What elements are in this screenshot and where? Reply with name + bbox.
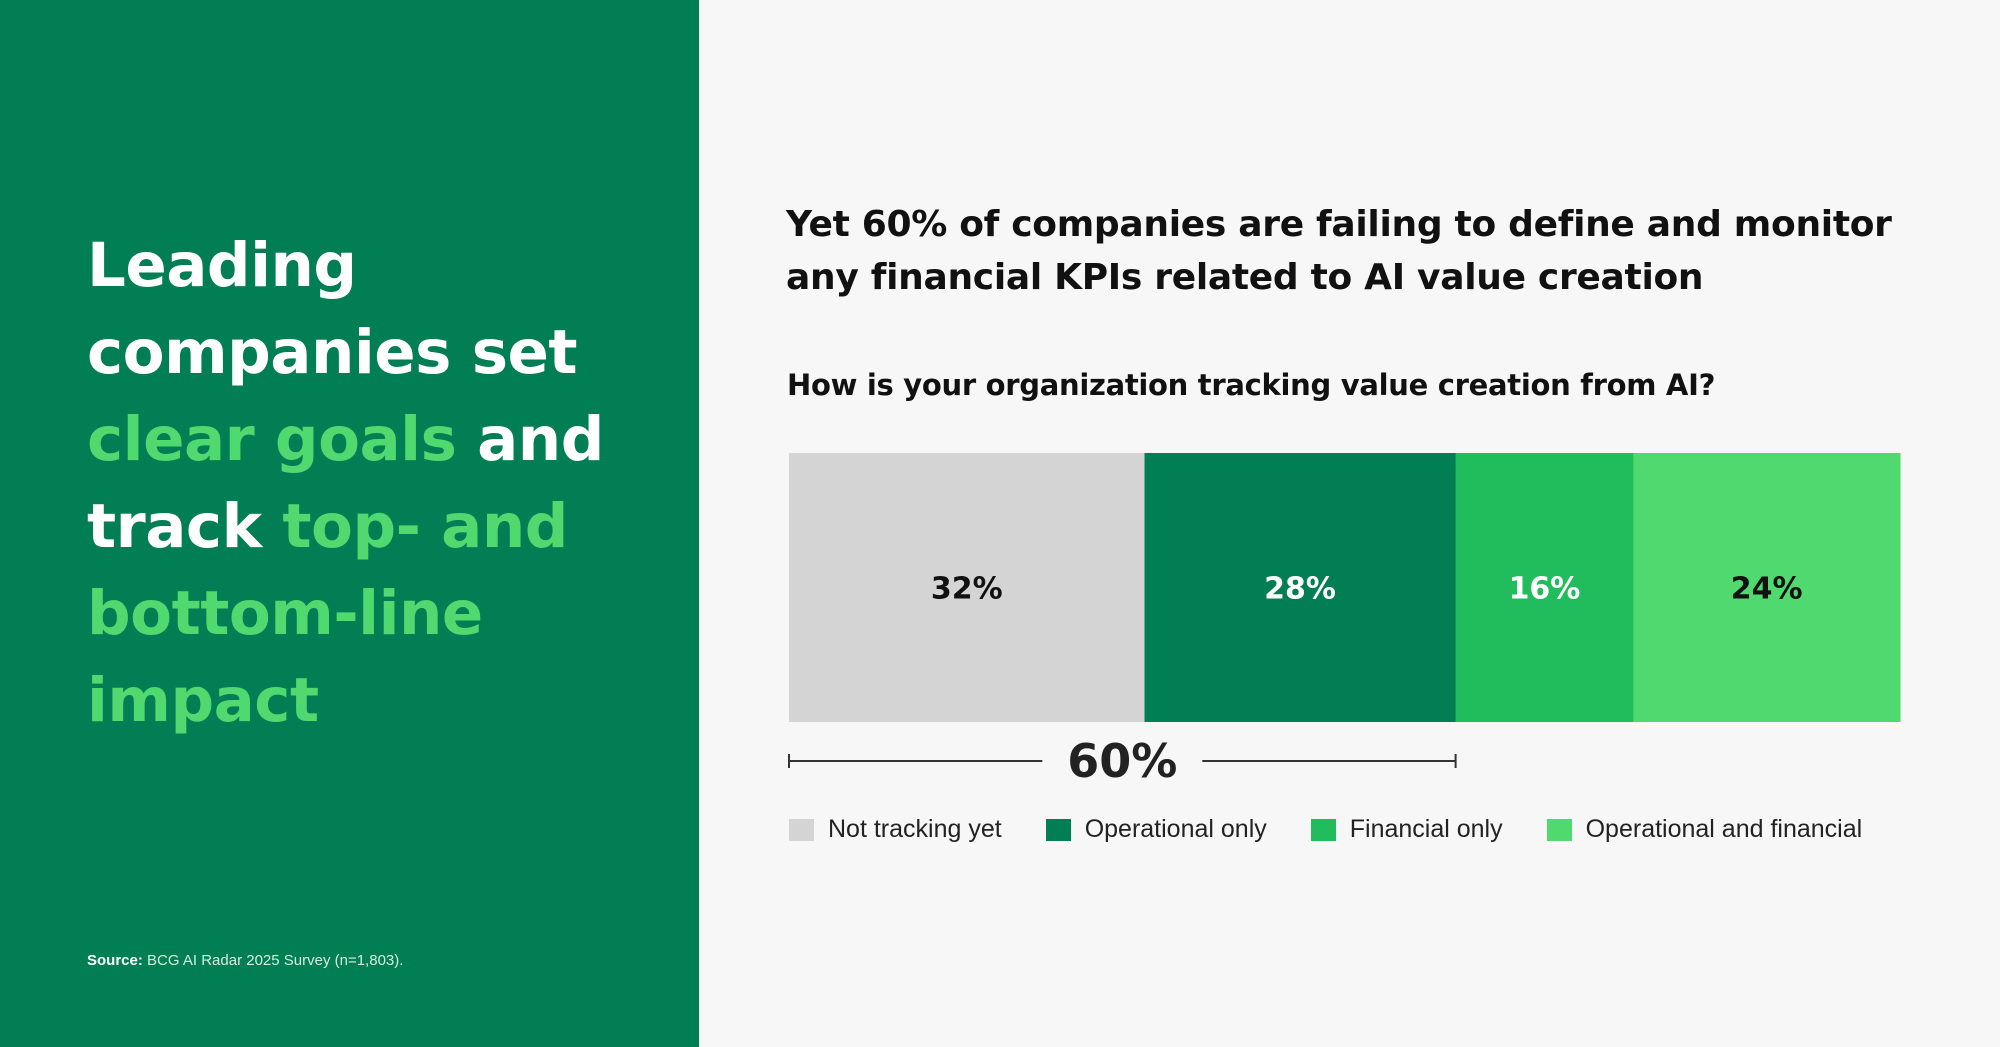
bar-value-labels: 32% 28% 16% 24% [931, 572, 1803, 607]
legend-item: Operational and financial [1546, 815, 1863, 844]
legend-swatch [789, 818, 814, 841]
legend-label: Not tracking yet [828, 815, 1002, 843]
legend: Not tracking yet Operational only Financia… [789, 815, 1862, 844]
headline-part: and track [87, 404, 604, 562]
bar-value-label: 16% [1509, 572, 1581, 607]
legend-item: Not tracking yet [789, 815, 1002, 844]
bar-value-label: 28% [1264, 572, 1336, 607]
bar-segments [789, 453, 1901, 722]
left-panel: Leading companies set clear goals and tr… [0, 0, 699, 1047]
legend-label: Financial only [1349, 815, 1503, 843]
headline-part: clear goals [87, 404, 457, 475]
bar-value-label: 32% [931, 572, 1003, 607]
bar-segment-2 [1455, 453, 1634, 722]
bracket-label: 60% [1067, 734, 1177, 788]
legend-swatch [1045, 818, 1071, 841]
bar-segment-0 [789, 453, 1146, 722]
source-note: Source: BCG AI Radar 2025 Survey (n=1,80… [87, 952, 403, 969]
bar-value-label: 24% [1731, 572, 1803, 607]
legend-swatch [1310, 818, 1336, 841]
legend-label: Operational only [1084, 815, 1267, 843]
chart-subtitle: How is your organization tracking value … [787, 368, 1716, 402]
legend-swatch [1546, 818, 1572, 841]
headline: Leading companies set clear goals and tr… [87, 222, 687, 744]
legend-item: Financial only [1310, 815, 1503, 844]
legend-item: Operational only [1045, 815, 1267, 844]
source-text: BCG AI Radar 2025 Survey (n=1,803). [142, 952, 404, 969]
chart-title: Yet 60% of companies are failing to defi… [786, 204, 1892, 298]
legend-label: Operational and financial [1585, 815, 1863, 843]
bar-segment-3 [1633, 453, 1901, 722]
source-label: Source: [87, 952, 143, 969]
headline-part: Leading companies set [87, 230, 578, 388]
headline-part: top- and bottom-line impact [87, 491, 568, 736]
bar-segment-1 [1144, 453, 1457, 722]
bracket-annotation: 60% [788, 734, 1457, 788]
